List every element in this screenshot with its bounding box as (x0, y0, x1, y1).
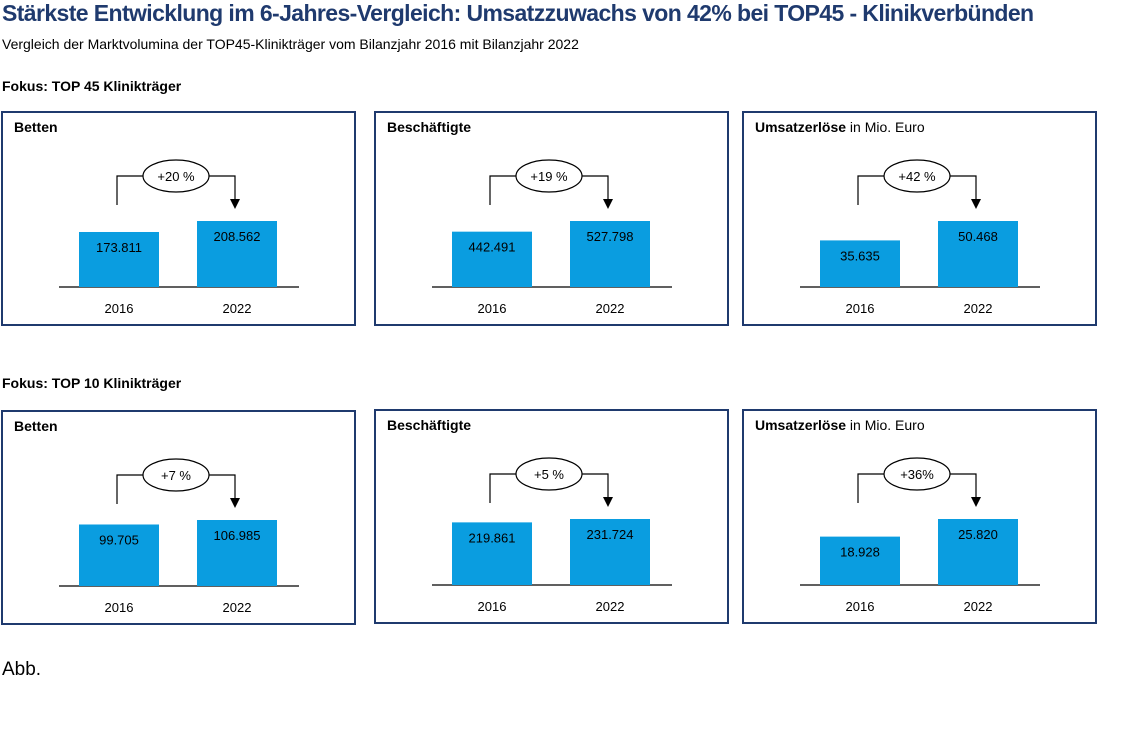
change-label: +5 % (534, 467, 564, 482)
arrow-down-icon (230, 199, 240, 209)
x-tick-label: 2022 (223, 301, 252, 316)
bar-chart: 18.928 2016 25.820 2022 +36% (800, 457, 1040, 614)
bar-chart: 99.705 2016 106.985 2022 +7 % (59, 458, 299, 615)
section-label-top45: Fokus: TOP 45 Klinikträger (2, 78, 182, 94)
change-label: +20 % (157, 169, 195, 184)
arrow-down-icon (603, 199, 613, 209)
x-tick-label: 2022 (964, 301, 993, 316)
bar-value-label: 442.491 (469, 240, 516, 255)
bar-value-label: 527.798 (587, 229, 634, 244)
chart-title-metric: Umsatzerlöse (755, 417, 847, 433)
chart-title: Betten (14, 418, 58, 434)
bar (938, 519, 1018, 585)
chart-title-metric: Beschäftigte (387, 417, 472, 433)
page-subtitle: Vergleich der Marktvolumina der TOP45-Kl… (2, 36, 579, 52)
x-tick-label: 2016 (846, 301, 875, 316)
bar (938, 221, 1018, 287)
bar-value-label: 35.635 (840, 248, 880, 263)
change-ellipse (515, 457, 583, 491)
bar (197, 520, 277, 586)
x-tick-label: 2016 (846, 599, 875, 614)
chart-title: Betten (14, 119, 58, 135)
change-ellipse (142, 458, 210, 492)
bar-value-label: 25.820 (958, 527, 998, 542)
bar-value-label: 173.811 (96, 240, 142, 255)
chart-title-metric: Betten (14, 119, 58, 135)
bar-value-label: 50.468 (958, 229, 998, 244)
change-ellipse (883, 159, 951, 193)
change-label: +42 % (898, 169, 936, 184)
chart-title-metric: Beschäftigte (387, 119, 472, 135)
bar-value-label: 18.928 (840, 545, 880, 560)
chart-title-metric: Betten (14, 418, 58, 434)
arrow-down-icon (971, 199, 981, 209)
arrow-down-icon (230, 498, 240, 508)
chart-panel: Betten 99.705 2016 106.985 2022 +7 % (1, 410, 356, 625)
chart-title: Beschäftigte (387, 417, 471, 433)
x-tick-label: 2022 (964, 599, 993, 614)
chart-title-unit: in Mio. Euro (846, 119, 925, 135)
bar (452, 522, 532, 585)
bar (197, 221, 277, 287)
change-ellipse (142, 159, 210, 193)
chart-panel: Beschäftigte 442.491 2016 527.798 2022 +19 % (374, 111, 729, 326)
bar-chart: 442.491 2016 527.798 2022 +19 % (432, 159, 672, 316)
change-label: +36% (900, 467, 934, 482)
bar (570, 221, 650, 287)
chart-panel: Beschäftigte 219.861 2016 231.724 2022 +5 % (374, 409, 729, 624)
x-tick-label: 2016 (478, 599, 507, 614)
bar-chart: 219.861 2016 231.724 2022 +5 % (432, 457, 672, 614)
page-title: Stärkste Entwicklung im 6-Jahres-Verglei… (2, 0, 1034, 26)
bar (570, 519, 650, 585)
x-tick-label: 2016 (478, 301, 507, 316)
chart-title: Umsatzerlöse in Mio. Euro (755, 417, 925, 433)
bar (820, 240, 900, 287)
change-label: +7 % (161, 468, 191, 483)
footer-caption: Abb. (2, 659, 42, 680)
x-tick-label: 2022 (596, 599, 625, 614)
bar-chart: 173.811 2016 208.562 2022 +20 % (59, 159, 299, 316)
bar (79, 231, 159, 287)
arrow-down-icon (603, 497, 613, 507)
bar (820, 536, 900, 585)
bar (452, 231, 532, 287)
bar (79, 524, 159, 586)
chart-title-metric: Umsatzerlöse (755, 119, 847, 135)
chart-title: Beschäftigte (387, 119, 471, 135)
arrow-down-icon (971, 497, 981, 507)
change-label: +19 % (530, 169, 568, 184)
x-tick-label: 2016 (105, 301, 134, 316)
chart-panel: Umsatzerlöse in Mio. Euro 35.635 2016 50.46… (742, 111, 1097, 326)
bar-chart: 35.635 2016 50.468 2022 +42 % (800, 159, 1040, 316)
chart-panel: Umsatzerlöse in Mio. Euro 18.928 2016 25.82… (742, 409, 1097, 624)
bar-value-label: 208.562 (214, 229, 261, 244)
bar-value-label: 219.861 (469, 530, 516, 545)
chart-title: Umsatzerlöse in Mio. Euro (755, 119, 925, 135)
x-tick-label: 2022 (223, 600, 252, 615)
section-label-top10: Fokus: TOP 10 Klinikträger (2, 375, 182, 391)
x-tick-label: 2016 (105, 600, 134, 615)
change-ellipse (883, 457, 951, 491)
chart-title-unit: in Mio. Euro (846, 417, 925, 433)
change-ellipse (515, 159, 583, 193)
chart-panel: Betten 173.811 2016 208.562 2022 +20 % (1, 111, 356, 326)
bar-value-label: 99.705 (99, 532, 139, 547)
bar-value-label: 106.985 (214, 528, 261, 543)
x-tick-label: 2022 (596, 301, 625, 316)
bar-value-label: 231.724 (587, 527, 634, 542)
